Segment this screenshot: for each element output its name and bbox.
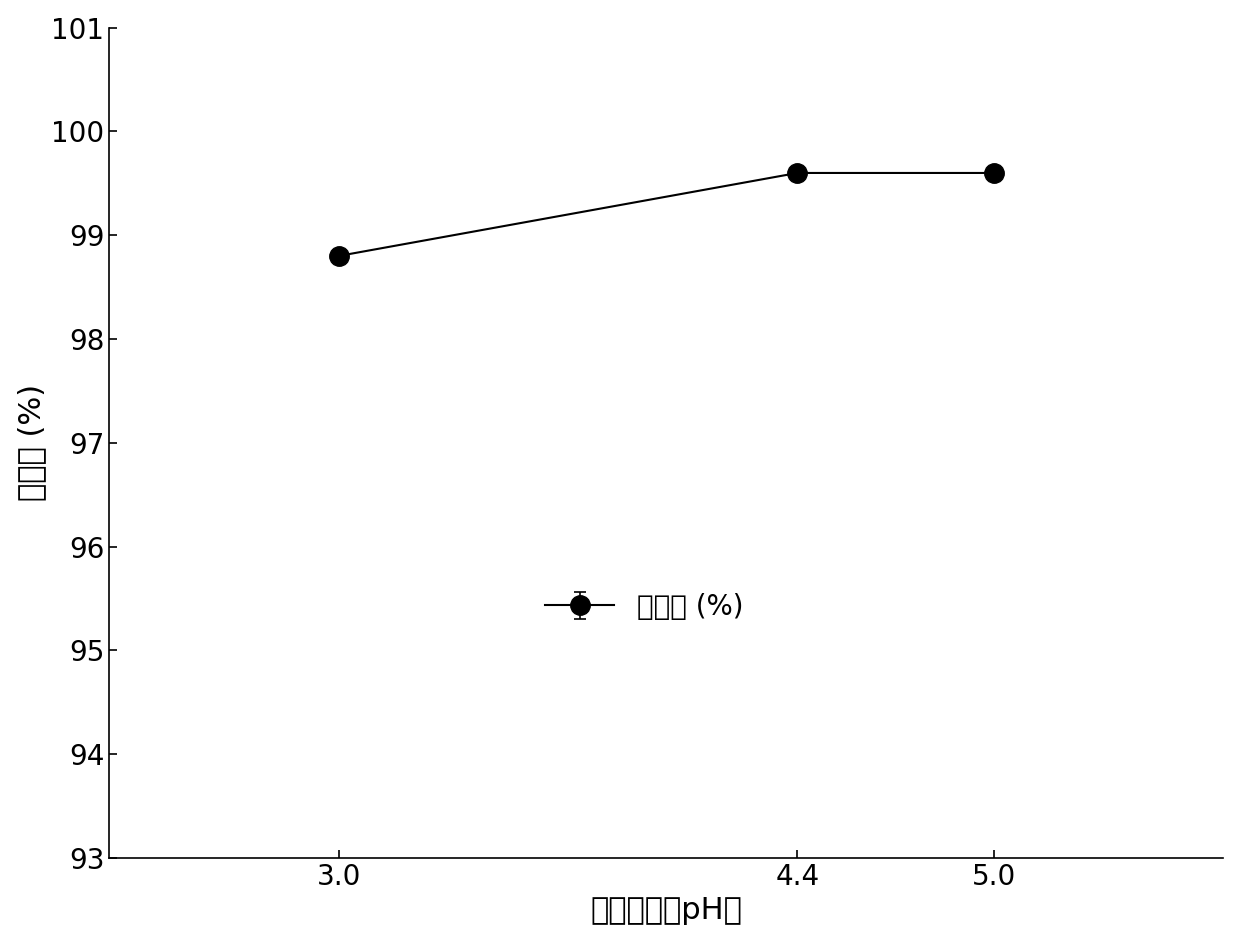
Y-axis label: 去除率 (%): 去除率 (%) xyxy=(16,384,46,501)
Legend: 去除率 (%): 去除率 (%) xyxy=(533,582,754,632)
X-axis label: 合成反应时pH値: 合成反应时pH値 xyxy=(590,897,743,925)
